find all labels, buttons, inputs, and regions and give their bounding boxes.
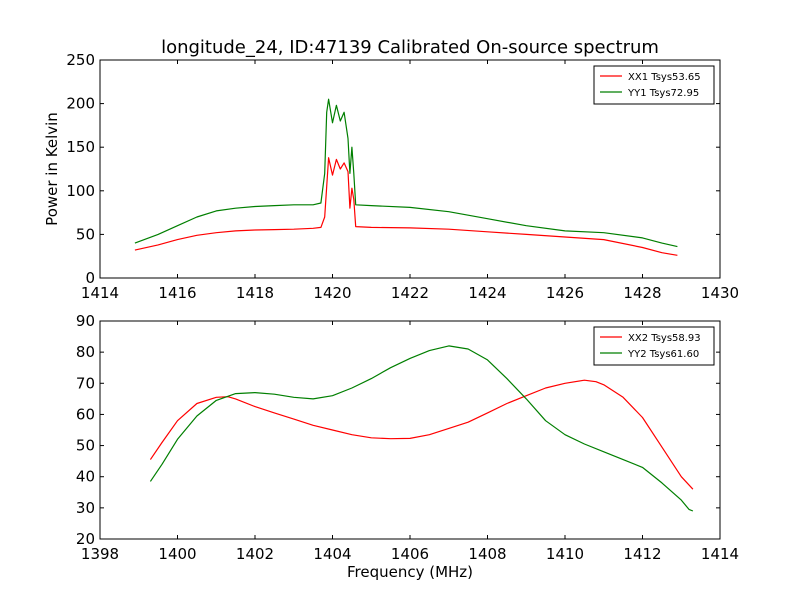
y-tick-label: 200 xyxy=(66,95,95,113)
x-tick-label: 1414 xyxy=(81,284,119,302)
x-tick-label: 1400 xyxy=(158,545,196,563)
x-tick-label: 1424 xyxy=(468,284,506,302)
x-tick-label: 1418 xyxy=(236,284,274,302)
y-tick-label: 50 xyxy=(76,437,95,455)
x-tick-label: 1408 xyxy=(468,545,506,563)
y-tick-label: 20 xyxy=(76,530,95,548)
series-line-xx2 xyxy=(149,379,694,490)
y-tick-label: 80 xyxy=(76,343,95,361)
x-tick-label: 1406 xyxy=(391,545,429,563)
legend-label: XX1 Tsys53.65 xyxy=(628,72,701,83)
y-tick-label: 70 xyxy=(76,374,95,392)
y-tick-label: 50 xyxy=(76,225,95,243)
x-tick-label: 1426 xyxy=(546,284,584,302)
y-tick-label: 90 xyxy=(76,312,95,330)
y-tick-label: 30 xyxy=(76,499,95,517)
y-tick-label: 0 xyxy=(85,269,95,287)
x-tick-label: 1420 xyxy=(313,284,351,302)
legend-label: YY2 Tsys61.60 xyxy=(627,349,699,360)
x-tick-label: 1428 xyxy=(623,284,661,302)
x-tick-label: 1398 xyxy=(81,545,119,563)
top-panel: 1414 1416 1418 1420 1422 1424 1426 1428 1430 0 50 1… xyxy=(43,51,739,302)
y-tick-label: 100 xyxy=(66,182,95,200)
bottom-panel: 1398 1400 1402 1404 1406 1408 1410 1412 1414 20 30… xyxy=(76,312,739,581)
x-tick-label: 1422 xyxy=(391,284,429,302)
x-tick-label: 1416 xyxy=(158,284,196,302)
legend-box xyxy=(593,65,715,105)
figure-title: longitude_24, ID:47139 Calibrated On-sou… xyxy=(161,37,659,58)
y-axis-label: Power in Kelvin xyxy=(43,112,61,226)
series-line-xx1 xyxy=(134,157,678,256)
x-tick-label: 1402 xyxy=(236,545,274,563)
legend-label: YY1 Tsys72.95 xyxy=(627,88,699,99)
x-tick-label: 1430 xyxy=(701,284,739,302)
y-tick-label: 250 xyxy=(66,51,95,69)
legend-box xyxy=(593,326,715,366)
y-tick-label: 40 xyxy=(76,468,95,486)
x-tick-label: 1412 xyxy=(623,545,661,563)
y-tick-label: 150 xyxy=(66,138,95,156)
series-line-yy2 xyxy=(149,345,694,512)
x-tick-label: 1404 xyxy=(313,545,351,563)
x-tick-label: 1410 xyxy=(546,545,584,563)
x-tick-label: 1414 xyxy=(701,545,739,563)
y-tick-label: 60 xyxy=(76,405,95,423)
legend-label: XX2 Tsys58.93 xyxy=(628,333,701,344)
x-axis-label: Frequency (MHz) xyxy=(347,563,473,581)
series-line-yy1 xyxy=(134,98,678,248)
